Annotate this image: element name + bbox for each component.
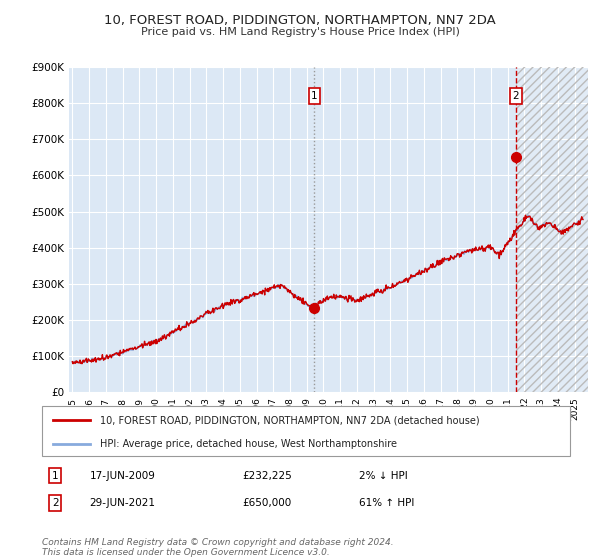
Text: 2: 2	[52, 498, 59, 508]
Text: 61% ↑ HPI: 61% ↑ HPI	[359, 498, 414, 508]
Text: £650,000: £650,000	[242, 498, 292, 508]
Text: 17-JUN-2009: 17-JUN-2009	[89, 471, 155, 481]
Text: 29-JUN-2021: 29-JUN-2021	[89, 498, 155, 508]
Text: 10, FOREST ROAD, PIDDINGTON, NORTHAMPTON, NN7 2DA (detached house): 10, FOREST ROAD, PIDDINGTON, NORTHAMPTON…	[100, 415, 480, 425]
Text: 10, FOREST ROAD, PIDDINGTON, NORTHAMPTON, NN7 2DA: 10, FOREST ROAD, PIDDINGTON, NORTHAMPTON…	[104, 14, 496, 27]
Text: 2: 2	[512, 91, 519, 101]
Text: Price paid vs. HM Land Registry's House Price Index (HPI): Price paid vs. HM Land Registry's House …	[140, 27, 460, 37]
Text: 1: 1	[52, 471, 59, 481]
FancyBboxPatch shape	[42, 406, 570, 456]
Text: 1: 1	[311, 91, 318, 101]
Bar	[516, 67, 588, 392]
Text: Contains HM Land Registry data © Crown copyright and database right 2024.
This d: Contains HM Land Registry data © Crown c…	[42, 538, 394, 557]
Text: 2% ↓ HPI: 2% ↓ HPI	[359, 471, 407, 481]
Text: £232,225: £232,225	[242, 471, 292, 481]
Text: HPI: Average price, detached house, West Northamptonshire: HPI: Average price, detached house, West…	[100, 439, 397, 449]
